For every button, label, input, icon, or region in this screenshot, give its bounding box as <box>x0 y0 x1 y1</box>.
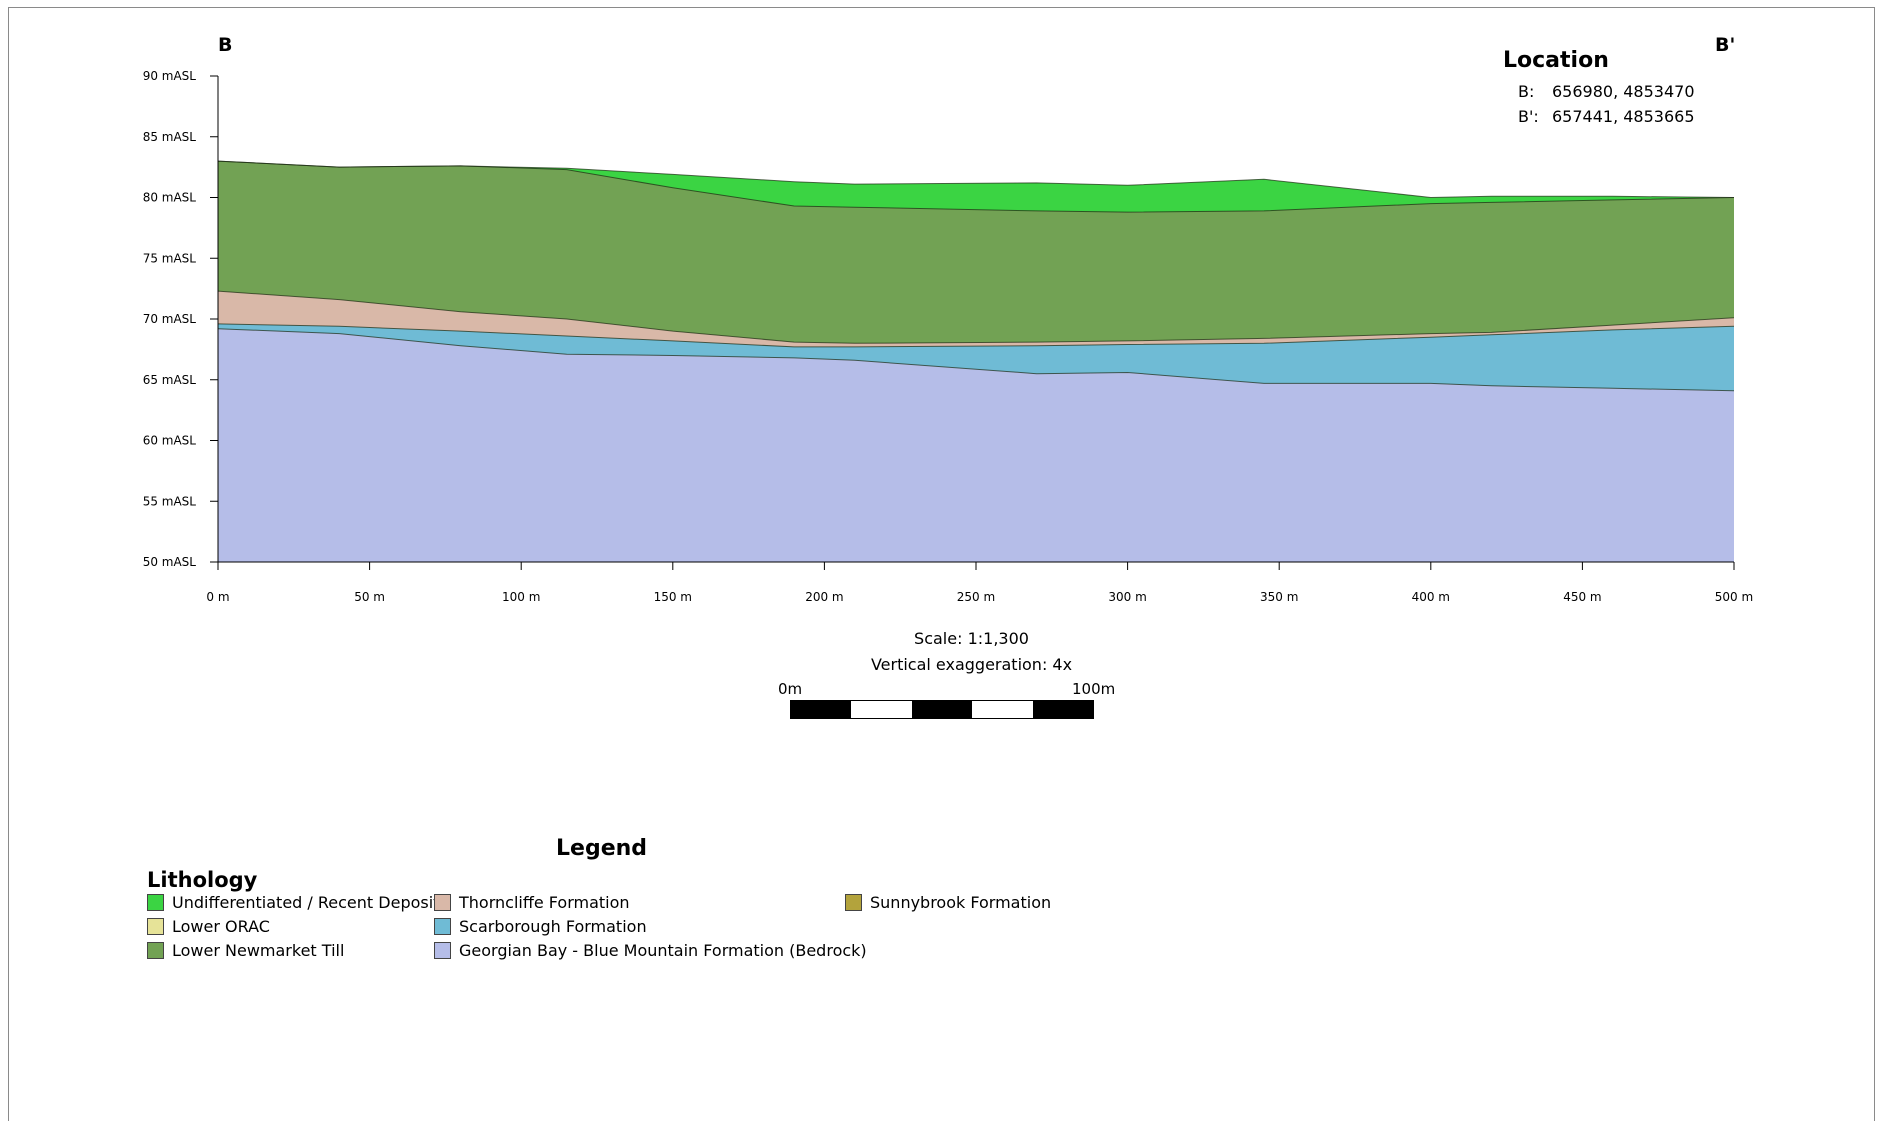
x-tick-label: 50 m <box>354 590 385 604</box>
legend-swatch <box>434 894 451 911</box>
layer-boundary-line <box>217 160 1735 199</box>
legend-item-undifferentiated: Undifferentiated / Recent Deposits <box>147 893 448 912</box>
y-tick-label: 55 mASL <box>143 494 197 508</box>
x-tick-label: 300 m <box>1108 590 1146 604</box>
x-tick-label: 0 m <box>206 590 229 604</box>
vertical-exaggeration-text: Vertical exaggeration: 4x <box>870 655 1073 674</box>
legend-label: Undifferentiated / Recent Deposits <box>172 893 448 912</box>
location-title: Location <box>1503 48 1609 73</box>
location-row-b-prime: B': 657441, 4853665 <box>1518 104 1695 129</box>
x-tick-label: 400 m <box>1412 590 1450 604</box>
legend-swatch <box>147 942 164 959</box>
section-start-label: B <box>218 34 233 56</box>
scale-bar-end-label: 100m <box>1072 680 1116 698</box>
legend-label: Scarborough Formation <box>459 917 647 936</box>
x-tick-label: 250 m <box>957 590 995 604</box>
section-end-label: B' <box>1715 34 1736 56</box>
legend-label: Sunnybrook Formation <box>870 893 1052 912</box>
layer-boundary-line <box>217 328 1735 392</box>
scale-bar-segment <box>911 701 973 718</box>
scale-bar-segment <box>972 701 1033 718</box>
y-tick-label: 65 mASL <box>143 373 197 387</box>
y-tick-label: 70 mASL <box>143 312 197 326</box>
x-tick-label: 200 m <box>805 590 843 604</box>
geology-layers <box>217 160 1735 562</box>
legend-item-georgian-bay: Georgian Bay - Blue Mountain Formation (… <box>434 941 867 960</box>
scale-info: Scale: 1:1,300 Vertical exaggeration: 4x <box>0 626 1883 678</box>
scale-bar-segment <box>791 701 852 718</box>
layer-boundary-line <box>217 290 1735 344</box>
legend-item-thorncliffe: Thorncliffe Formation <box>434 893 630 912</box>
legend-swatch <box>147 918 164 935</box>
legend-title: Legend <box>556 836 648 861</box>
y-tick-label: 90 mASL <box>143 69 197 83</box>
y-tick-label: 60 mASL <box>143 434 197 448</box>
legend-swatch <box>434 918 451 935</box>
cross-section-plot: 50 mASL 55 mASL 60 mASL 65 mASL 70 mASL 75 mA… <box>143 69 1754 604</box>
legend-swatch <box>434 942 451 959</box>
legend-group-title: Lithology <box>147 868 258 892</box>
legend-item-lower-orac: Lower ORAC <box>147 917 270 936</box>
scale-bar-start-label: 0m <box>778 680 803 698</box>
location-box: Location B: 656980, 4853470 B': 657441, 48… <box>1503 48 1695 129</box>
legend-item-sunnybrook: Sunnybrook Formation <box>845 893 1051 912</box>
legend-label: Thorncliffe Formation <box>459 893 630 912</box>
location-value: 656980, 4853470 <box>1552 82 1695 101</box>
x-tick-label: 100 m <box>502 590 540 604</box>
figure-frame <box>8 7 1875 1121</box>
scale-bar-segment <box>1032 701 1094 718</box>
location-value: 657441, 4853665 <box>1552 107 1695 126</box>
x-tick-label: 500 m <box>1715 590 1753 604</box>
x-tick-label: 450 m <box>1563 590 1601 604</box>
location-key: B': <box>1518 107 1539 126</box>
scale-bar-segments <box>790 700 1094 719</box>
layer-boundary-line <box>217 323 1735 348</box>
location-row-b: B: 656980, 4853470 <box>1518 79 1695 104</box>
y-tick-label: 50 mASL <box>143 555 197 569</box>
legend-item-lower-newmarket-till: Lower Newmarket Till <box>147 941 344 960</box>
legend-label: Lower ORAC <box>172 917 270 936</box>
axes: 50 mASL 55 mASL 60 mASL 65 mASL 70 mASL 75 mA… <box>143 69 1754 604</box>
y-tick-label: 80 mASL <box>143 191 197 205</box>
legend-label: Georgian Bay - Blue Mountain Formation (… <box>459 941 867 960</box>
legend-swatch <box>845 894 862 911</box>
location-key: B: <box>1518 82 1535 101</box>
scale-bar: 0m 100m <box>778 680 1115 720</box>
x-tick-label: 350 m <box>1260 590 1298 604</box>
legend-item-scarborough: Scarborough Formation <box>434 917 647 936</box>
scale-text: Scale: 1:1,300 <box>914 629 1029 648</box>
x-tick-label: 150 m <box>654 590 692 604</box>
layer-georgian-bay-blue-mountain-formation-bedrock- <box>218 328 1734 562</box>
scale-bar-segment <box>851 701 912 718</box>
legend-swatch <box>147 894 164 911</box>
legend-label: Lower Newmarket Till <box>172 941 345 960</box>
y-tick-label: 85 mASL <box>143 130 197 144</box>
y-tick-label: 75 mASL <box>143 251 197 265</box>
